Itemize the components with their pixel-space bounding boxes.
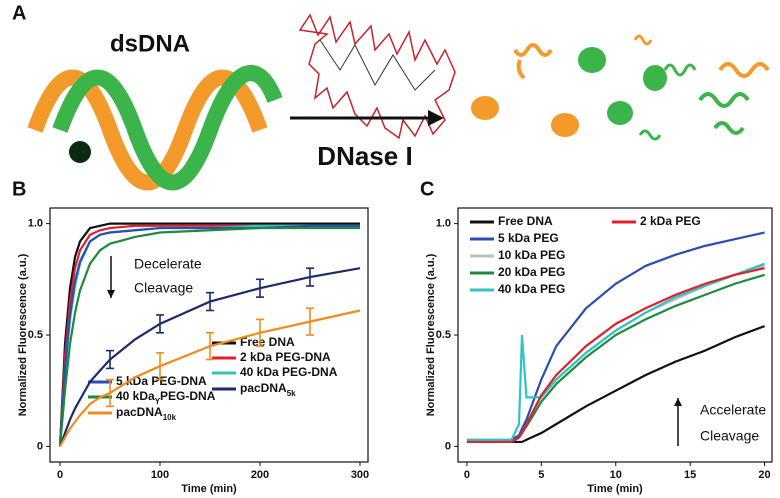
green-blob [643,65,667,91]
orange-fragment [513,43,553,80]
series-line [59,309,361,447]
y-tick-label: 0 [37,440,43,452]
orange-strand [27,69,268,191]
legend-name: 10 kDa PEG [498,248,565,262]
legend-entry: 5 kDa PEG-DNA [116,374,207,388]
y-axis-label: Normalized Fluorescence (a.u.) [17,253,29,416]
legend-name: pacDNA [240,381,287,395]
green-fragment [663,63,697,77]
green-strand [52,65,283,191]
annotation: Decelerate [134,256,202,272]
green-blob [607,101,633,125]
green-fragment [713,121,745,135]
legend-name: 5 kDa PEG-DNA [116,374,207,388]
y-tick-label: 1.0 [28,218,43,230]
dsdna-label: dsDNA [110,30,190,57]
x-tick-label: 5 [538,469,544,481]
legend-name: 2 kDa PEG [640,214,701,228]
legend-name: 40 kDa PEG-DNA [240,365,338,379]
x-tick-label: 0 [464,469,470,481]
series-line [466,267,765,444]
panel-label: C [420,178,434,200]
x-axis-label: Time (min) [587,483,643,495]
annotation-arrowhead [107,290,115,298]
annotation: Accelerate [700,402,766,418]
x-tick-label: 15 [684,469,696,481]
x-tick-label: 100 [151,469,169,481]
y-tick-label: 0 [445,440,451,452]
arrow-head [428,110,444,126]
plot-frame [49,207,369,463]
legend-entry: 40 kDa PEG [498,282,565,296]
x-axis-label: Time (min) [181,483,237,495]
green-blob [578,47,606,73]
quencher [69,141,91,163]
fragments [471,34,770,141]
legend-entry: pacDNA5k [240,381,296,397]
series-line [466,231,765,444]
y-tick-label: 0.5 [436,329,451,341]
annotation: Cleavage [700,428,759,444]
x-tick-label: 0 [57,469,63,481]
green-fragment [698,92,750,108]
legend-entry: Free DNA [498,214,553,228]
x-tick-label: 20 [758,469,770,481]
y-axis-label: Normalized Fluorescence (a.u.) [425,253,437,416]
dnase-label: DNase I [317,141,412,171]
legend-entry: Free DNA [240,335,295,349]
legend-name-suffix: PEG-DNA [160,389,216,403]
annotation-arrowhead [674,398,682,406]
dnase-structure-trace [319,39,436,91]
legend-name: Free DNA [498,214,553,228]
legend-entry: 2 kDa PEG [640,214,701,228]
x-tick-label: 300 [351,469,369,481]
legend-subscript: Y [155,397,161,406]
orange-fragment [718,62,770,78]
legend-entry: 5 kDa PEG [498,231,559,245]
series-line [466,325,765,444]
x-tick-label: 200 [251,469,269,481]
legend-name: 40 kDa PEG [498,282,565,296]
legend-name: 2 kDa PEG-DNA [240,350,331,364]
dnase-structure [298,13,456,140]
legend-entry: 40 kDa PEG-DNA [240,365,338,379]
legend-subscript: 10k [163,413,177,422]
legend-entry: 2 kDa PEG-DNA [240,350,331,364]
series-line [58,226,360,447]
orange-blob [471,96,499,120]
legend-subscript: 5k [287,389,296,398]
legend-name: pacDNA [116,405,163,419]
legend-entry: 40 kDaYPEG-DNA [116,389,216,405]
orange-fragment [633,34,653,46]
legend-entry: 20 kDa PEG [498,265,565,279]
y-tick-label: 0.5 [28,329,43,341]
legend-name: 40 kDa [116,389,155,403]
series-line [58,267,361,447]
legend-name: Free DNA [240,335,295,349]
panel-label: B [12,178,26,200]
legend-name: 5 kDa PEG [498,231,559,245]
series-line [58,222,360,447]
legend-name: 20 kDa PEG [498,265,565,279]
legend-entry: pacDNA10k [116,405,177,421]
series-line [466,262,765,441]
panel-label: A [12,2,26,24]
legend-entry: 10 kDa PEG [498,248,565,262]
x-tick-label: 10 [610,469,622,481]
green-fragment [638,129,662,141]
y-tick-label: 1.0 [436,218,451,230]
annotation: Cleavage [134,280,193,296]
orange-blob [551,113,579,137]
